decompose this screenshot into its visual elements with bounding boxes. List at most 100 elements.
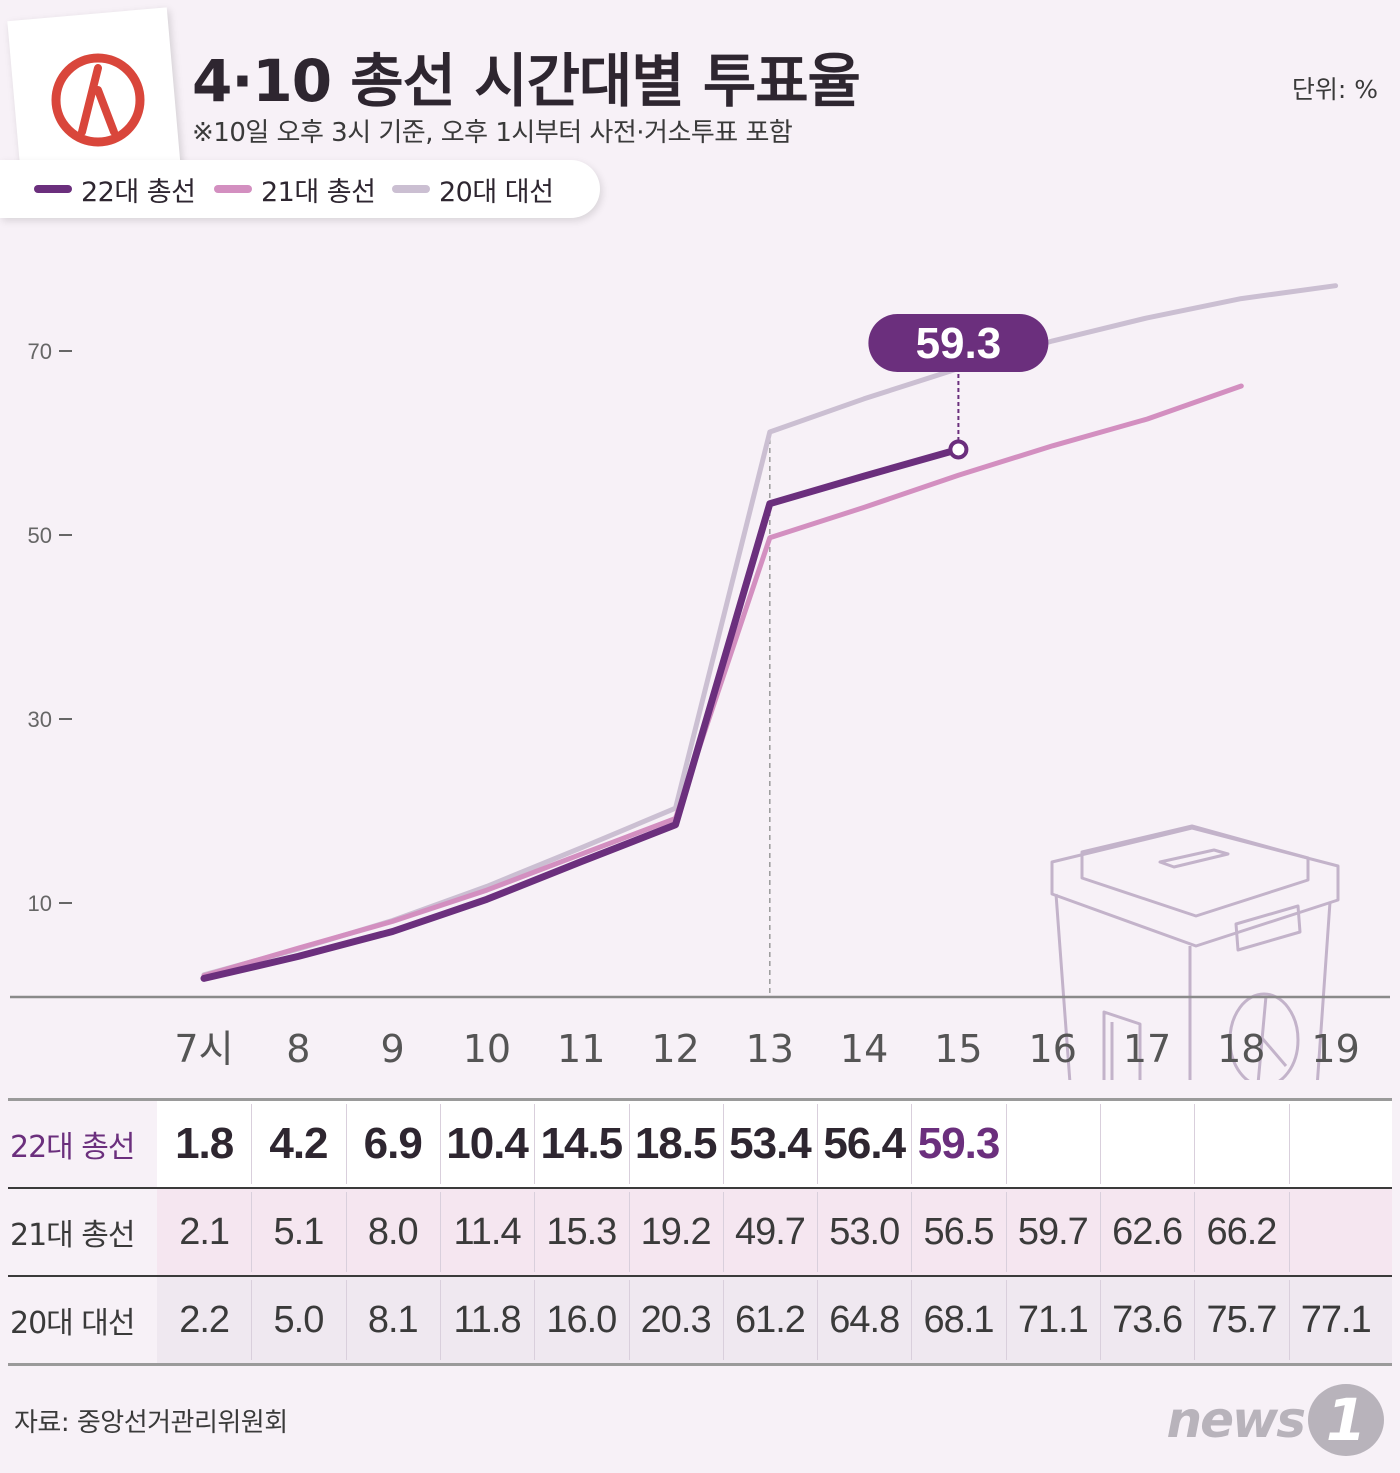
- unit-label: 단위: %: [1291, 75, 1378, 104]
- series-line-0: [200, 445, 962, 982]
- callout-pill: [868, 314, 1049, 372]
- table-cell: 2.1: [179, 1210, 230, 1253]
- table-cell: [1289, 1188, 1383, 1276]
- table-cell: 18.5: [634, 1119, 718, 1168]
- legend-item-22: 22대 총선: [34, 160, 196, 218]
- page-subtitle: ※10일 오후 3시 기준, 오후 1시부터 사전·거소투표 포함: [192, 118, 793, 148]
- x-tick-label: 15: [934, 1027, 982, 1071]
- table-row-rule: [8, 1187, 1392, 1189]
- series-line-1: [201, 383, 1244, 979]
- table-cell: [1100, 1100, 1194, 1188]
- brand-logo: news 1: [1167, 1380, 1384, 1460]
- table-cell: 77.1: [1300, 1298, 1372, 1341]
- table-cell: 4.2: [269, 1119, 328, 1168]
- table-cell: 2.2: [179, 1298, 230, 1341]
- table-row-label: 21대 총선: [10, 1218, 136, 1253]
- brand-badge: 1: [1308, 1384, 1384, 1456]
- table-cell: 16.0: [546, 1298, 617, 1341]
- column-separator: [722, 1280, 724, 1360]
- table-cell: 59.3: [917, 1119, 1001, 1168]
- column-separator: [1194, 1104, 1196, 1184]
- column-separator: [817, 1192, 819, 1272]
- x-tick-label: 17: [1123, 1027, 1171, 1071]
- callout-label: 59.3: [916, 319, 1002, 368]
- column-separator: [628, 1104, 630, 1184]
- legend-label-21: 21대 총선: [261, 176, 376, 208]
- column-separator: [1100, 1280, 1101, 1360]
- column-separator: [817, 1280, 819, 1360]
- x-tick-label: 12: [651, 1027, 699, 1071]
- y-tick-label: 30: [28, 707, 52, 732]
- column-separator: [1005, 1192, 1007, 1272]
- table-cell: 10.4: [446, 1119, 529, 1168]
- table-cell: 14.5: [540, 1119, 624, 1168]
- table-cell: 6.9: [363, 1119, 423, 1168]
- table-cell: 49.7: [734, 1210, 806, 1253]
- column-separator: [345, 1280, 347, 1360]
- table-cell: 20.3: [640, 1298, 712, 1341]
- column-separator: [1100, 1104, 1101, 1184]
- table-row-rule: [8, 1275, 1392, 1277]
- legend: 22대 총선 21대 총선 20대 대선: [0, 160, 600, 218]
- table-row-label: 22대 총선: [10, 1130, 136, 1165]
- table-cell: 53.0: [829, 1210, 900, 1253]
- table-bottom-rule: [8, 1363, 1392, 1366]
- column-separator: [251, 1192, 253, 1272]
- x-tick-label: 19: [1311, 1027, 1359, 1071]
- x-tick-label: 11: [557, 1027, 605, 1071]
- table-cell: 15.3: [546, 1210, 617, 1253]
- table-row-background: [157, 1100, 1392, 1188]
- x-tick-label: 14: [840, 1027, 888, 1071]
- table-cell: [1006, 1100, 1100, 1188]
- x-tick-label: 10: [463, 1027, 511, 1071]
- column-separator: [345, 1104, 347, 1184]
- ballot-logo-icon: [51, 53, 145, 147]
- column-separator: [1288, 1280, 1290, 1360]
- table-cell: 73.6: [1112, 1298, 1183, 1341]
- column-separator: [534, 1192, 536, 1272]
- x-tick-label: 13: [746, 1027, 794, 1071]
- table-cell: 11.4: [453, 1210, 521, 1253]
- column-separator: [911, 1104, 913, 1184]
- legend-item-21: 21대 총선: [214, 160, 376, 218]
- line-chart: 10 30 50 70 7시 8 9 10 11 12 13 14 15 16 17 18 19 59.3: [10, 283, 1390, 1080]
- table-cell: 56.5: [923, 1210, 995, 1253]
- column-separator: [1194, 1192, 1196, 1272]
- column-separator: [722, 1192, 724, 1272]
- table-row-background: [157, 1188, 1392, 1276]
- table-cell: 59.7: [1017, 1210, 1089, 1253]
- table-row-background: [157, 1276, 1392, 1364]
- table-cell: 71.1: [1017, 1298, 1089, 1341]
- table-cell: 5.1: [273, 1210, 325, 1253]
- column-separator: [251, 1280, 253, 1360]
- table-cell: 19.2: [640, 1210, 712, 1253]
- brand-text: news: [1166, 1391, 1306, 1449]
- table-cell: 8.0: [367, 1210, 419, 1253]
- table-cell: 75.7: [1206, 1298, 1277, 1341]
- column-separator: [1005, 1280, 1007, 1360]
- source-note: 자료: 중앙선거관리위원회: [14, 1408, 288, 1438]
- table-cell: 1.8: [175, 1119, 234, 1168]
- column-separator: [628, 1192, 630, 1272]
- legend-swatch-20: [392, 185, 430, 193]
- x-tick-label: 18: [1217, 1027, 1265, 1071]
- column-separator: [439, 1104, 441, 1184]
- table-cell: 61.2: [734, 1298, 806, 1341]
- y-tick-label: 50: [28, 523, 52, 548]
- column-separator: [817, 1104, 819, 1184]
- table-cell: 5.0: [273, 1298, 325, 1341]
- y-tick-label: 10: [28, 891, 52, 916]
- column-separator: [534, 1104, 536, 1184]
- table-cell: 53.4: [729, 1119, 812, 1168]
- table-row-label: 20대 대선: [10, 1306, 136, 1341]
- column-separator: [1100, 1192, 1101, 1272]
- column-separator: [911, 1192, 913, 1272]
- y-tick-label: 70: [28, 339, 52, 364]
- table-cell: 56.4: [823, 1119, 906, 1168]
- table-cell: 8.1: [367, 1298, 419, 1341]
- x-tick-label: 9: [381, 1027, 405, 1071]
- table-cell: 66.2: [1206, 1210, 1277, 1253]
- legend-swatch-22: [34, 185, 72, 193]
- column-separator: [1288, 1192, 1290, 1272]
- column-separator: [439, 1192, 441, 1272]
